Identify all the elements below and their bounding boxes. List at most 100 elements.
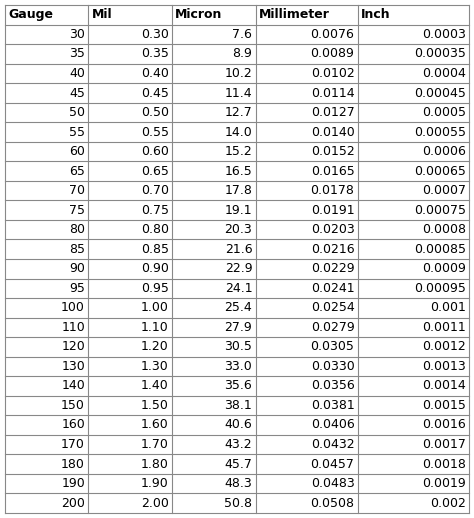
Text: 0.0004: 0.0004 xyxy=(422,67,466,80)
Text: 45: 45 xyxy=(69,87,85,99)
Text: 0.95: 0.95 xyxy=(141,282,169,295)
Text: 0.0241: 0.0241 xyxy=(311,282,355,295)
Text: 0.0007: 0.0007 xyxy=(422,184,466,197)
Text: 65: 65 xyxy=(69,165,85,178)
Text: 12.7: 12.7 xyxy=(225,106,252,119)
Text: 40: 40 xyxy=(69,67,85,80)
Text: 0.0203: 0.0203 xyxy=(311,223,355,236)
Text: 14.0: 14.0 xyxy=(225,125,252,139)
Text: 150: 150 xyxy=(61,399,85,412)
Text: 0.0191: 0.0191 xyxy=(311,204,355,217)
Text: 1.00: 1.00 xyxy=(141,301,169,314)
Text: 1.50: 1.50 xyxy=(141,399,169,412)
Text: 1.30: 1.30 xyxy=(141,360,169,373)
Text: 0.55: 0.55 xyxy=(141,125,169,139)
Text: 0.00085: 0.00085 xyxy=(414,243,466,256)
Text: 1.10: 1.10 xyxy=(141,321,169,334)
Text: 27.9: 27.9 xyxy=(225,321,252,334)
Text: 0.0009: 0.0009 xyxy=(422,262,466,275)
Text: 35.6: 35.6 xyxy=(225,379,252,393)
Text: 180: 180 xyxy=(61,457,85,470)
Text: 0.0305: 0.0305 xyxy=(310,340,355,353)
Text: 45.7: 45.7 xyxy=(224,457,252,470)
Text: 95: 95 xyxy=(69,282,85,295)
Text: 8.9: 8.9 xyxy=(232,48,252,61)
Text: 16.5: 16.5 xyxy=(225,165,252,178)
Text: 0.0014: 0.0014 xyxy=(422,379,466,393)
Text: 0.0432: 0.0432 xyxy=(311,438,355,451)
Text: 0.75: 0.75 xyxy=(141,204,169,217)
Text: 0.45: 0.45 xyxy=(141,87,169,99)
Text: 17.8: 17.8 xyxy=(224,184,252,197)
Text: 20.3: 20.3 xyxy=(225,223,252,236)
Text: 190: 190 xyxy=(61,477,85,490)
Text: 0.001: 0.001 xyxy=(430,301,466,314)
Text: 0.0508: 0.0508 xyxy=(310,497,355,510)
Text: 0.0008: 0.0008 xyxy=(422,223,466,236)
Text: 7.6: 7.6 xyxy=(232,28,252,41)
Text: 10.2: 10.2 xyxy=(225,67,252,80)
Text: 0.0356: 0.0356 xyxy=(311,379,355,393)
Text: 110: 110 xyxy=(61,321,85,334)
Text: 0.0114: 0.0114 xyxy=(311,87,355,99)
Text: 15.2: 15.2 xyxy=(225,145,252,158)
Text: 0.0152: 0.0152 xyxy=(311,145,355,158)
Text: 0.70: 0.70 xyxy=(141,184,169,197)
Text: 1.70: 1.70 xyxy=(141,438,169,451)
Text: 33.0: 33.0 xyxy=(225,360,252,373)
Text: 30.5: 30.5 xyxy=(224,340,252,353)
Text: 120: 120 xyxy=(61,340,85,353)
Text: 0.002: 0.002 xyxy=(430,497,466,510)
Text: 0.0457: 0.0457 xyxy=(310,457,355,470)
Text: 2.00: 2.00 xyxy=(141,497,169,510)
Text: 160: 160 xyxy=(61,419,85,431)
Text: 0.0018: 0.0018 xyxy=(422,457,466,470)
Text: 140: 140 xyxy=(61,379,85,393)
Text: 0.00055: 0.00055 xyxy=(414,125,466,139)
Text: 0.0165: 0.0165 xyxy=(311,165,355,178)
Text: 40.6: 40.6 xyxy=(225,419,252,431)
Text: 0.0127: 0.0127 xyxy=(311,106,355,119)
Text: 0.80: 0.80 xyxy=(141,223,169,236)
Text: 0.35: 0.35 xyxy=(141,48,169,61)
Text: Inch: Inch xyxy=(361,8,391,21)
Text: 80: 80 xyxy=(69,223,85,236)
Text: 200: 200 xyxy=(61,497,85,510)
Text: 0.0102: 0.0102 xyxy=(311,67,355,80)
Text: 19.1: 19.1 xyxy=(225,204,252,217)
Text: 1.90: 1.90 xyxy=(141,477,169,490)
Text: 43.2: 43.2 xyxy=(225,438,252,451)
Text: 0.0140: 0.0140 xyxy=(311,125,355,139)
Text: 1.80: 1.80 xyxy=(141,457,169,470)
Text: 60: 60 xyxy=(69,145,85,158)
Text: 0.0015: 0.0015 xyxy=(422,399,466,412)
Text: 0.0254: 0.0254 xyxy=(311,301,355,314)
Text: 170: 170 xyxy=(61,438,85,451)
Text: 0.60: 0.60 xyxy=(141,145,169,158)
Text: Millimeter: Millimeter xyxy=(259,8,330,21)
Text: 0.0089: 0.0089 xyxy=(310,48,355,61)
Text: 70: 70 xyxy=(69,184,85,197)
Text: 0.00075: 0.00075 xyxy=(414,204,466,217)
Text: 0.0381: 0.0381 xyxy=(311,399,355,412)
Text: 38.1: 38.1 xyxy=(225,399,252,412)
Text: 1.60: 1.60 xyxy=(141,419,169,431)
Text: 35: 35 xyxy=(69,48,85,61)
Text: 30: 30 xyxy=(69,28,85,41)
Text: 0.00065: 0.00065 xyxy=(414,165,466,178)
Text: 0.0019: 0.0019 xyxy=(422,477,466,490)
Text: 0.0076: 0.0076 xyxy=(310,28,355,41)
Text: 0.0178: 0.0178 xyxy=(310,184,355,197)
Text: 85: 85 xyxy=(69,243,85,256)
Text: 0.65: 0.65 xyxy=(141,165,169,178)
Text: 75: 75 xyxy=(69,204,85,217)
Text: 21.6: 21.6 xyxy=(225,243,252,256)
Text: 11.4: 11.4 xyxy=(225,87,252,99)
Text: 48.3: 48.3 xyxy=(225,477,252,490)
Text: 0.00035: 0.00035 xyxy=(414,48,466,61)
Text: 0.40: 0.40 xyxy=(141,67,169,80)
Text: 0.0216: 0.0216 xyxy=(311,243,355,256)
Text: 0.0013: 0.0013 xyxy=(422,360,466,373)
Text: 0.0006: 0.0006 xyxy=(422,145,466,158)
Text: 0.90: 0.90 xyxy=(141,262,169,275)
